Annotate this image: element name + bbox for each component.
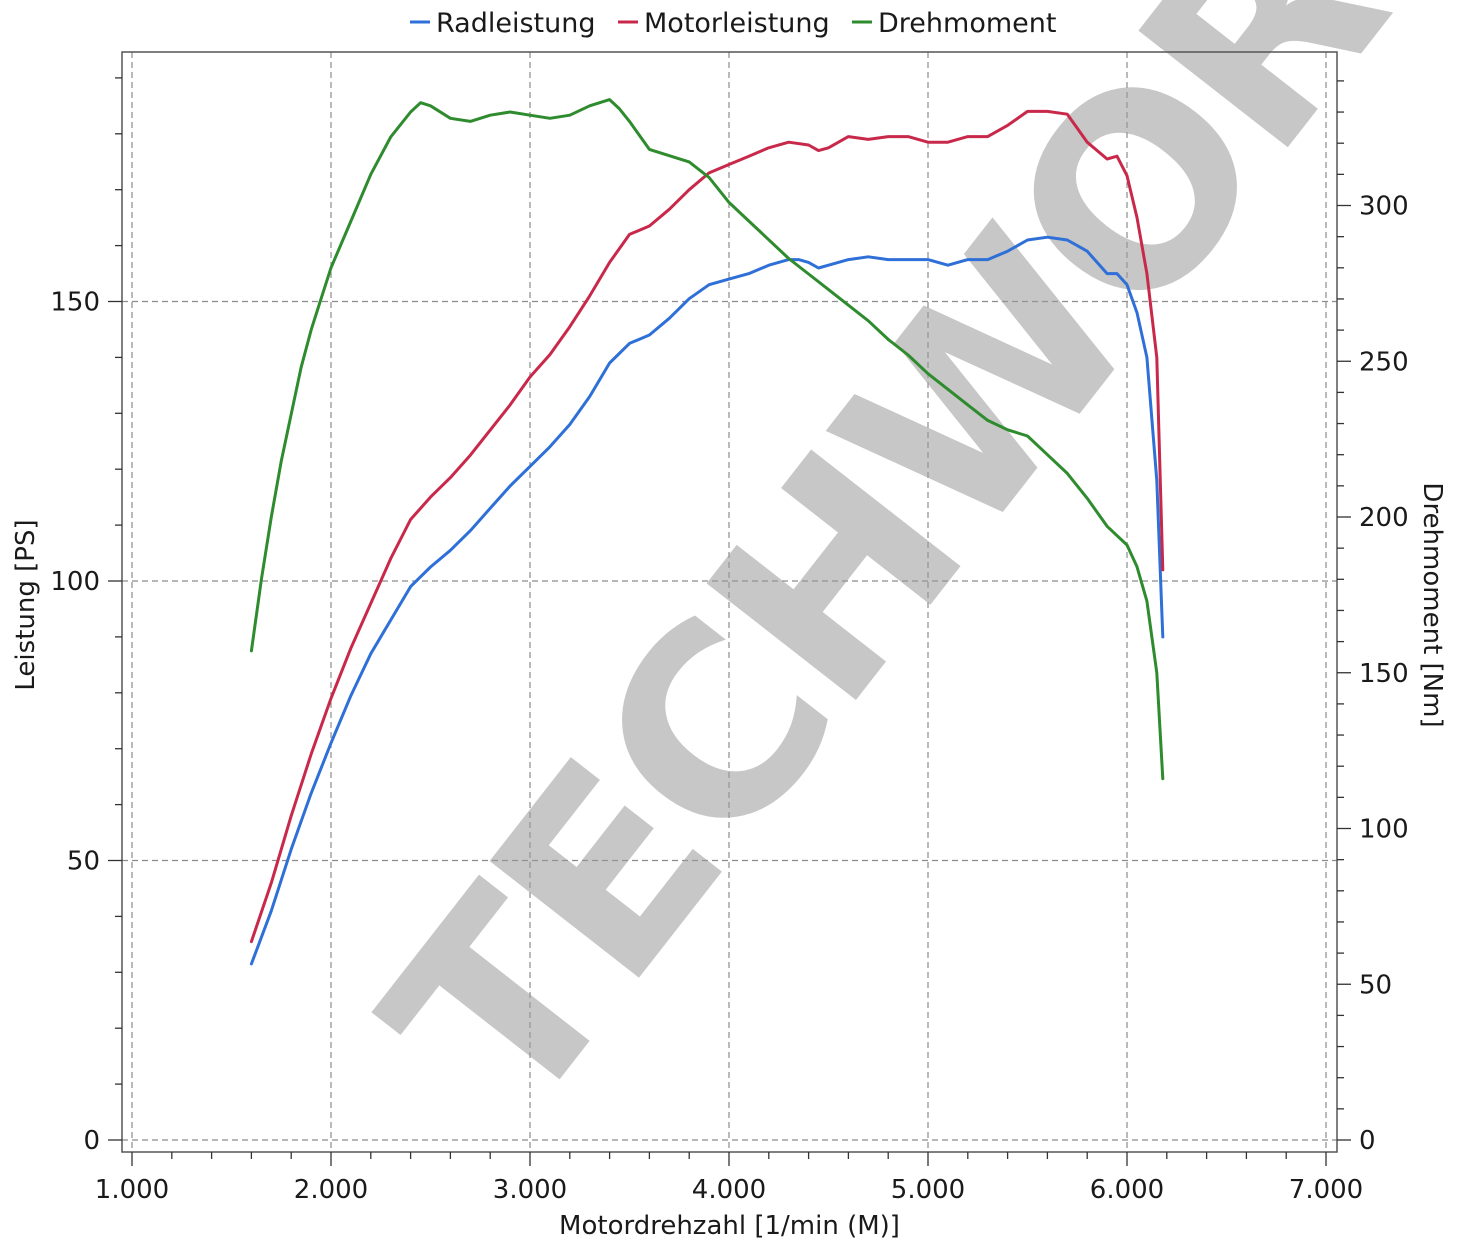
y-left-tick-label: 50 [67, 847, 100, 877]
series-line-motorleistung [249, 109, 1165, 944]
y-left-tick-label: 0 [83, 1126, 100, 1156]
x-axis-title: Motordrehzahl [1/min (M)] [559, 1211, 900, 1241]
y-right-tick-label: 100 [1359, 815, 1409, 845]
y-right-axis-title: Drehmoment [Nm] [1417, 482, 1447, 727]
y-left-tick-label: 100 [50, 567, 100, 597]
x-tick-label: 1.000 [95, 1175, 169, 1205]
y-right-tick-label: 200 [1359, 503, 1409, 533]
axes: 1.000 2.000 3.000 4.000 5.000 6.000 7.000 0 50 10… [11, 77, 1447, 1241]
legend-label-radleistung: Radleistung [436, 8, 595, 39]
y-left-tick-label: 150 [50, 288, 100, 318]
x-tick-label: 2.000 [294, 1175, 368, 1205]
legend-label-motorleistung: Motorleistung [644, 8, 830, 39]
x-tick-label: 7.000 [1289, 1175, 1363, 1205]
y-right-tick-label: 50 [1359, 970, 1392, 1000]
x-tick-label: 4.000 [692, 1175, 766, 1205]
x-tick-label: 5.000 [891, 1175, 965, 1205]
y-left-axis-title: Leistung [PS] [11, 519, 41, 690]
y-right-tick-label: 300 [1359, 192, 1409, 222]
x-tick-label: 3.000 [493, 1175, 567, 1205]
y-right-tick-label: 150 [1359, 659, 1409, 689]
series-line-drehmoment [249, 98, 1165, 781]
series-lines [249, 98, 1165, 966]
legend-label-drehmoment: Drehmoment [878, 8, 1056, 39]
x-tick-label: 6.000 [1090, 1175, 1164, 1205]
legend: Radleistung Motorleistung Drehmoment [410, 8, 1056, 39]
y-right-tick-label: 0 [1359, 1126, 1376, 1156]
series-line-radleistung [249, 235, 1165, 966]
y-right-tick-label: 250 [1359, 347, 1409, 377]
